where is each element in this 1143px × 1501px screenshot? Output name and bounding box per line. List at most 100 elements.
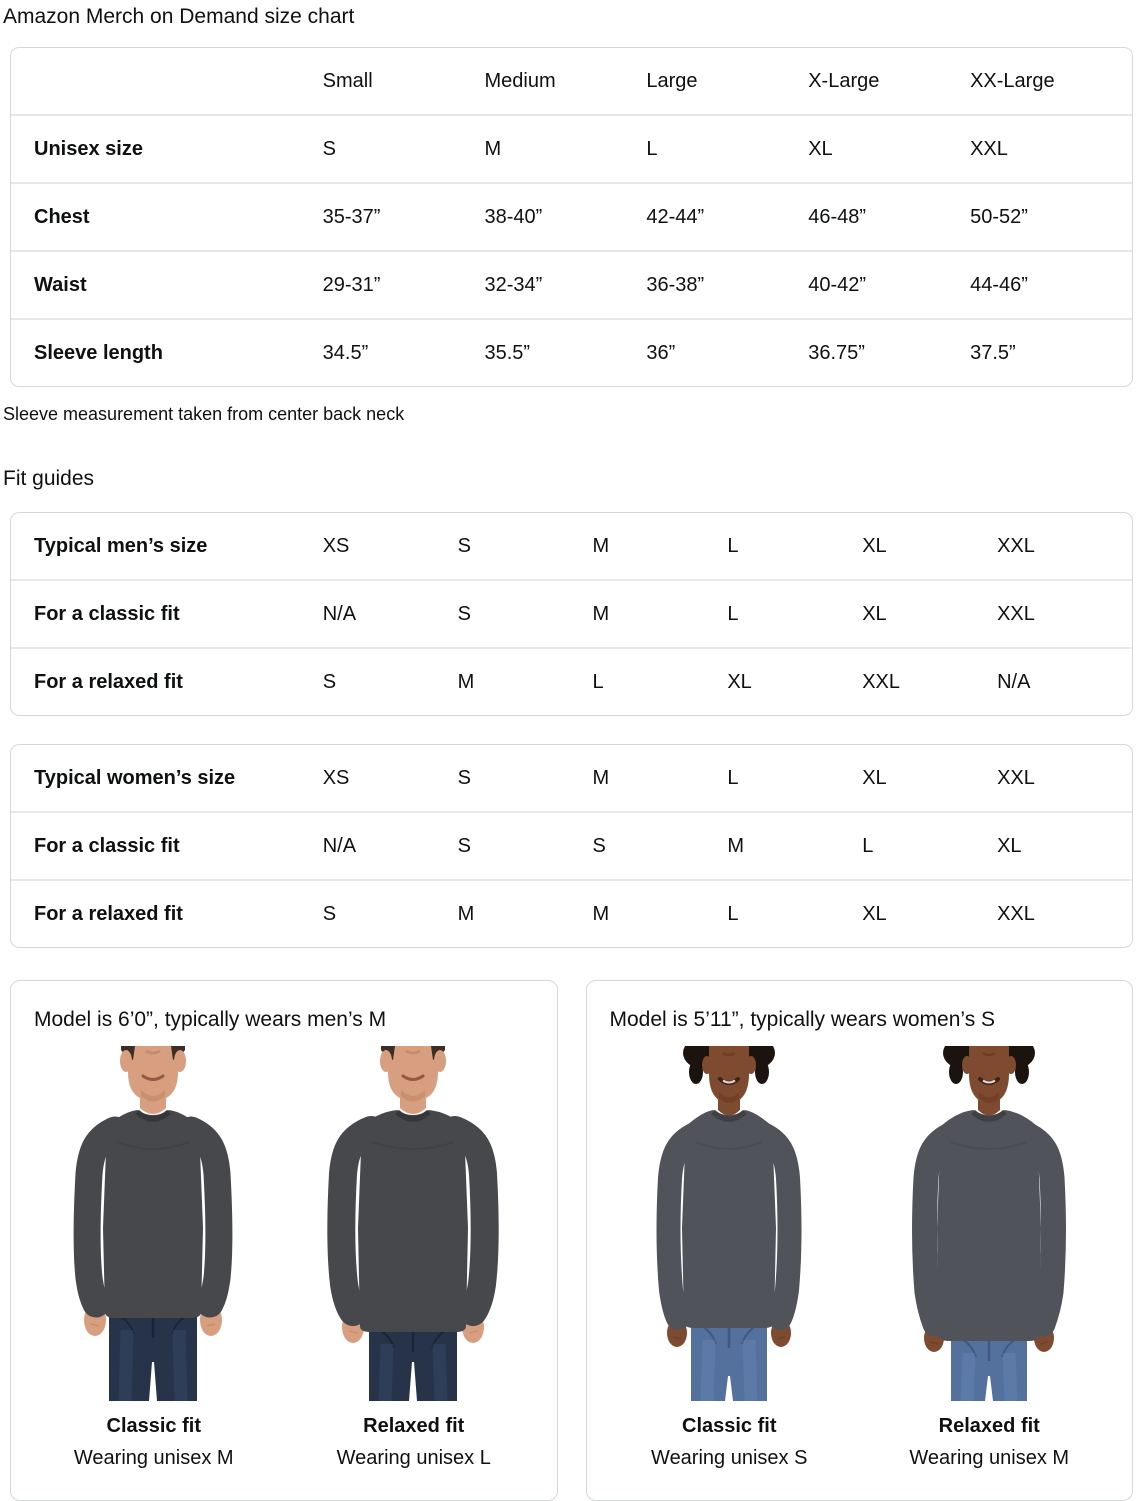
- value-cell: XXL: [997, 534, 1035, 557]
- fit-guide-table-women: Typical women’s size XS S M L XL XXL For a clas…: [10, 744, 1133, 948]
- table-row: Chest 35-37” 38-40” 42-44” 46-48” 50-52”: [11, 182, 1132, 251]
- shirt-torso: [103, 1110, 204, 1318]
- value-cell: S: [457, 534, 471, 557]
- table-row: Waist 29-31” 32-34” 36-38” 40-42” 44-46”: [11, 250, 1132, 319]
- size-chart-table: Small Medium Large X-Large XX-Large Unisex s…: [10, 47, 1133, 387]
- value-cell: 38-40”: [484, 182, 647, 251]
- ear: [380, 1050, 393, 1072]
- value-cell: L: [727, 879, 863, 947]
- value-cell: M: [592, 879, 728, 947]
- collar: [395, 1109, 432, 1122]
- row-label: For a relaxed fit: [11, 879, 323, 947]
- wearing-label: Wearing unisex L: [336, 1447, 491, 1469]
- row-label: For a classic fit: [11, 579, 323, 648]
- table-row: Sleeve length 34.5” 35.5” 36” 36.75” 37.5”: [11, 318, 1132, 386]
- value-cell: 32-34”: [484, 250, 647, 319]
- value-cell: M: [484, 137, 502, 160]
- fit-women-grid: Typical women’s size XS S M L XL XXL For a clas…: [11, 745, 1132, 947]
- model-figure: Classic fit Wearing unisex M: [41, 1046, 267, 1470]
- value-cell: S: [592, 811, 728, 880]
- ear: [434, 1050, 447, 1072]
- header-row: Small Medium Large X-Large XX-Large: [11, 48, 1132, 116]
- value-cell: S: [322, 647, 458, 715]
- value-cell: 42-44”: [646, 182, 809, 251]
- shirt-torso: [358, 1110, 469, 1332]
- fit-guides-heading: Fit guides: [3, 467, 95, 490]
- value-cell: 50-52”: [970, 182, 1132, 251]
- model-illustration: [876, 1046, 1102, 1401]
- table-row: Typical men’s size XS S M L XL XXL: [11, 513, 1132, 580]
- wearing-label: Wearing unisex S: [651, 1447, 808, 1469]
- value-cell: S: [457, 766, 471, 789]
- fit-label: Relaxed fit: [363, 1415, 465, 1437]
- shirt-torso: [936, 1110, 1041, 1341]
- value-cell: XS: [322, 534, 350, 557]
- left-sleeve: [73, 1116, 129, 1318]
- value-cell: N/A: [997, 647, 1132, 715]
- value-cell: L: [727, 534, 739, 557]
- row-label: For a relaxed fit: [11, 647, 323, 715]
- right-sleeve: [1013, 1121, 1066, 1337]
- value-cell: 40-42”: [808, 250, 971, 319]
- fit-label: Relaxed fit: [938, 1415, 1040, 1437]
- right-sleeve: [750, 1122, 802, 1330]
- corner-cell: [11, 48, 323, 116]
- value-cell: XL: [727, 647, 863, 715]
- table-row: Unisex size S M L XL XXL: [11, 115, 1132, 183]
- table-row: For a relaxed fit S M L XL XXL N/A: [11, 647, 1132, 715]
- mouth: [401, 1074, 425, 1081]
- value-cell: S: [457, 811, 593, 880]
- fit-label: Classic fit: [682, 1415, 777, 1437]
- left-sleeve: [656, 1122, 707, 1330]
- value-cell: 36-38”: [646, 250, 809, 319]
- model-photo: [41, 1046, 267, 1401]
- table-row: Typical women’s size XS S M L XL XXL: [11, 745, 1132, 812]
- value-cell: 29-31”: [322, 250, 485, 319]
- value-cell: XL: [862, 579, 998, 648]
- row-label: For a classic fit: [11, 811, 323, 880]
- value-cell: XS: [322, 766, 350, 789]
- mouth: [141, 1074, 165, 1081]
- value-cell: M: [457, 879, 593, 947]
- column-header: X-Large: [808, 48, 971, 116]
- model-figures-men: Classic fit Wearing unisex M: [11, 1046, 557, 1470]
- model-figure: Relaxed fit Wearing unisex M: [876, 1046, 1102, 1470]
- value-cell: L: [592, 647, 728, 715]
- table-row: For a classic fit N/A S M L XL XXL: [11, 579, 1132, 648]
- model-card-men: Model is 6’0”, typically wears men’s M: [10, 980, 558, 1501]
- value-cell: 35.5”: [484, 318, 647, 386]
- ear: [1005, 1056, 1016, 1074]
- row-label: Chest: [11, 182, 323, 251]
- ear: [120, 1050, 133, 1072]
- collar: [710, 1109, 747, 1122]
- value-cell: XL: [808, 137, 833, 160]
- wearing-label: Wearing unisex M: [909, 1447, 1070, 1469]
- model-card-women-heading: Model is 5’11”, typically wears women’s …: [609, 1008, 996, 1031]
- value-cell: XXL: [997, 579, 1132, 648]
- model-card-women: Model is 5’11”, typically wears women’s …: [585, 980, 1133, 1501]
- value-cell: S: [322, 137, 336, 160]
- fit-guide-table-men: Typical men’s size XS S M L XL XXL For a classi…: [10, 512, 1133, 716]
- value-cell: 37.5”: [970, 318, 1132, 386]
- value-cell: L: [862, 811, 998, 880]
- model-cards: Model is 6’0”, typically wears men’s M: [10, 980, 1133, 1501]
- page-title: Amazon Merch on Demand size chart: [3, 5, 355, 28]
- collar: [135, 1109, 172, 1122]
- column-header: Large: [646, 48, 809, 116]
- left-sleeve: [327, 1116, 386, 1326]
- value-cell: 36”: [646, 318, 809, 386]
- model-illustration: [41, 1046, 267, 1401]
- value-cell: M: [592, 766, 610, 789]
- table-row: For a classic fit N/A S S M L XL: [11, 811, 1132, 880]
- column-header: XX-Large: [970, 48, 1132, 116]
- value-cell: M: [592, 534, 610, 557]
- left-sleeve: [911, 1121, 965, 1337]
- value-cell: 34.5”: [322, 318, 485, 386]
- value-cell: S: [457, 579, 593, 648]
- value-cell: L: [727, 579, 863, 648]
- value-cell: S: [322, 879, 458, 947]
- model-illustration: [616, 1046, 842, 1401]
- value-cell: XL: [862, 879, 998, 947]
- model-photo: [616, 1046, 842, 1401]
